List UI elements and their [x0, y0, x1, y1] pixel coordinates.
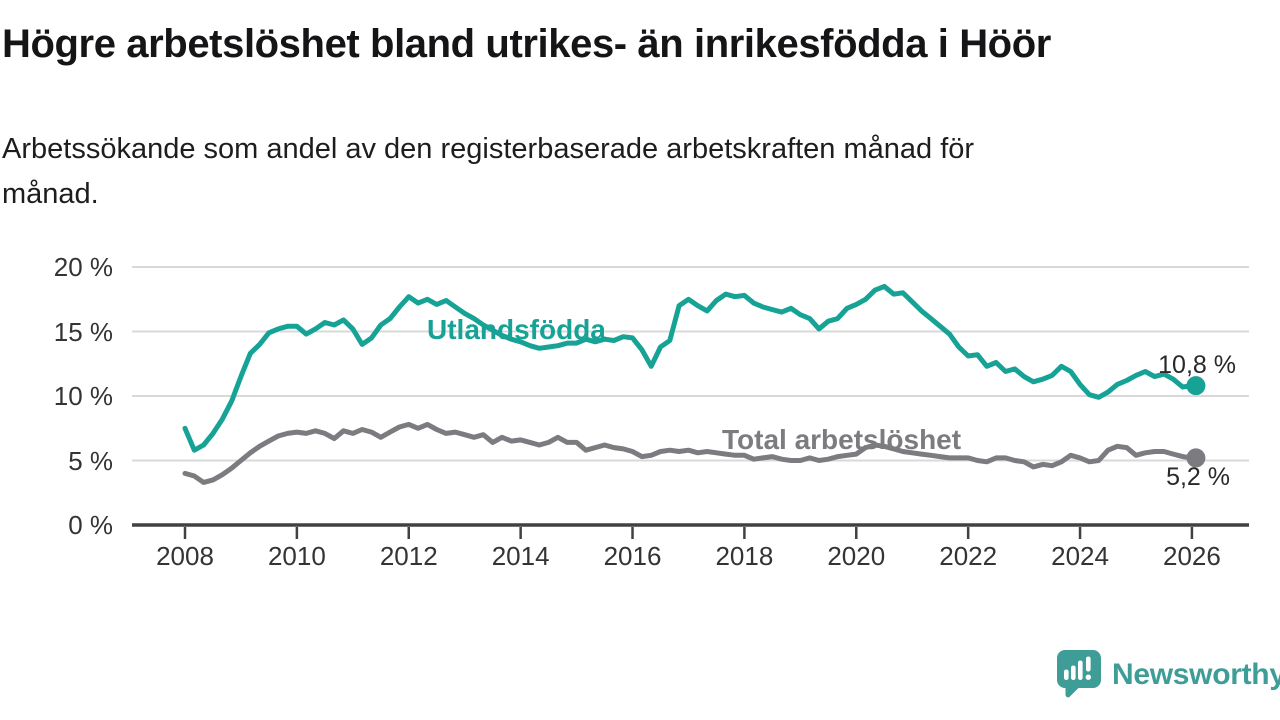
logo-bar-1 [1064, 669, 1069, 680]
chart-title: Högre arbetslöshet bland utrikes- än inr… [2, 22, 1051, 66]
newsworthy-wordmark: Newsworthy [1112, 658, 1280, 691]
logo-exclamation-bar [1086, 656, 1091, 672]
y-axis-tick-label: 10 % [53, 381, 113, 411]
x-axis-tick-label: 2022 [939, 541, 998, 571]
x-axis-tick-label: 2012 [379, 541, 438, 571]
x-axis-tick-label: 2026 [1162, 541, 1221, 571]
chart-subtitle-line-1: Arbetssökande som andel av den registerb… [2, 133, 975, 165]
x-axis-tick-label: 2020 [827, 541, 886, 571]
x-axis-tick-label: 2016 [603, 541, 662, 571]
end-value-label-utlandsfodda: 10,8 % [1158, 351, 1236, 379]
x-axis-tick-label: 2014 [491, 541, 550, 571]
x-axis-tick-label: 2010 [267, 541, 326, 571]
y-axis-tick-label: 0 % [68, 510, 113, 540]
logo-exclamation-dot [1085, 674, 1091, 680]
x-axis-tick-label: 2018 [715, 541, 774, 571]
series-label-total-arbetsloshet: Total arbetslöshet [722, 424, 962, 455]
end-value-label-total: 5,2 % [1166, 463, 1230, 491]
y-axis-tick-label: 5 % [68, 445, 113, 476]
chart-subtitle-line-2: månad. [2, 178, 99, 210]
series-end-dot-1 [1186, 448, 1206, 468]
series-label-utlandsfodda: Utlandsfödda [427, 314, 606, 345]
logo-bar-3 [1078, 660, 1083, 680]
series-line-0 [182, 283, 1195, 453]
x-axis-tick-label: 2024 [1051, 541, 1109, 571]
series-line-1 [182, 421, 1195, 485]
series-end-dot-0 [1186, 376, 1206, 396]
logo-bar-2 [1071, 665, 1076, 680]
chart-subtitle: Arbetssökande som andel av den registerb… [2, 127, 1202, 217]
x-axis-tick-label: 2008 [156, 541, 214, 571]
y-axis-tick-label: 15 % [53, 316, 113, 347]
newsworthy-logo-icon [1057, 650, 1101, 698]
y-axis-tick-label: 20 % [53, 252, 113, 282]
newsworthy-logo: Newsworthy [1056, 649, 1280, 701]
